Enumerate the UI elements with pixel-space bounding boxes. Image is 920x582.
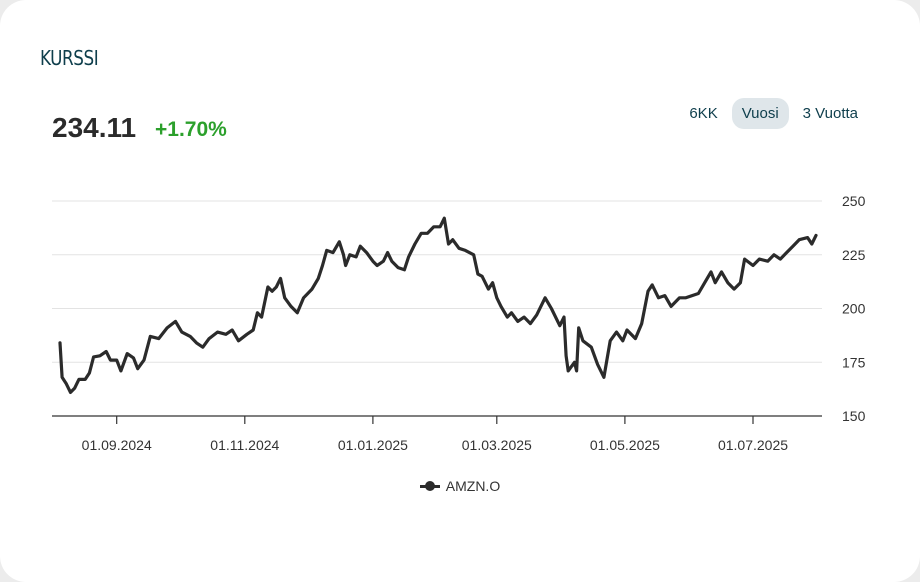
price-change: +1.70%: [155, 118, 227, 141]
current-price: 234.11: [52, 112, 137, 143]
x-tick-label: 01.03.2025: [462, 437, 532, 453]
x-tick-label: 01.09.2024: [82, 437, 152, 453]
y-tick-label: 200: [842, 301, 866, 317]
tab-3-vuotta[interactable]: 3 Vuotta: [802, 105, 858, 122]
y-tick-label: 150: [842, 408, 866, 424]
legend-line-marker-icon: [419, 480, 440, 492]
range-tabs: 6KK Vuosi 3 Vuotta: [675, 98, 868, 129]
y-tick-label: 250: [842, 193, 866, 209]
chart-legend[interactable]: AMZN.O: [0, 478, 920, 494]
legend-label: AMZN.O: [445, 478, 501, 494]
y-tick-label: 175: [842, 354, 866, 370]
card-title: KURSSI: [40, 46, 99, 70]
x-tick-label: 01.07.2025: [718, 437, 788, 453]
tab-6kk[interactable]: 6KK: [689, 105, 718, 122]
x-tick-label: 01.01.2025: [338, 437, 408, 453]
x-tick-label: 01.05.2025: [590, 437, 660, 453]
series-line-0: [58, 216, 818, 394]
y-tick-label: 225: [842, 247, 866, 263]
tab-vuosi[interactable]: Vuosi: [731, 98, 789, 129]
x-tick-label: 01.11.2024: [210, 437, 279, 453]
